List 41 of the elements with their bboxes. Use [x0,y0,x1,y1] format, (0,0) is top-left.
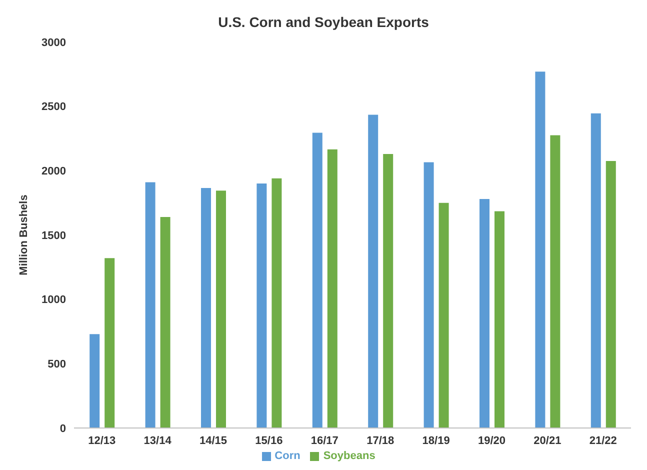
x-tick-label: 14/15 [199,434,228,447]
bar [327,149,338,428]
x-tick-label: 19/20 [478,434,506,447]
bar [104,258,115,428]
y-tick-label: 3000 [42,36,66,49]
bar [590,113,601,428]
bar [424,162,434,428]
x-tick-label: 13/14 [144,434,172,447]
bar [216,190,226,428]
bar [90,334,100,428]
chart-title: U.S. Corn and Soybean Exports [217,13,430,32]
bar [160,216,170,428]
y-axis-title: Million Bushels [18,194,30,276]
y-tick-label: 2500 [42,101,66,114]
bar [383,154,394,428]
bar [272,178,282,428]
bar [550,135,560,428]
bar [535,72,546,428]
bar [200,188,211,428]
legend-label: Soybeans [323,450,376,462]
x-tick-label: 12/13 [88,434,116,447]
x-tick-label: 17/18 [366,434,394,447]
bar [256,184,267,428]
bar [606,161,616,428]
legend-label: Corn [274,450,300,462]
bar [494,211,504,428]
x-tick-label: 18/19 [422,434,450,447]
x-tick-label: 20/21 [534,434,562,447]
bar [479,198,490,428]
bar [438,202,449,428]
bar [368,114,378,428]
x-tick-label: 21/22 [589,434,617,447]
y-tick-label: 1500 [42,230,66,242]
x-tick-label: 15/16 [255,434,283,447]
x-tick-label: 16/17 [310,434,338,447]
bar [312,132,322,428]
y-tick-label: 500 [48,358,66,371]
bar [145,182,156,428]
y-tick-label: 0 [60,422,66,435]
y-tick-label: 2000 [42,166,66,178]
y-tick-label: 1000 [42,294,66,306]
